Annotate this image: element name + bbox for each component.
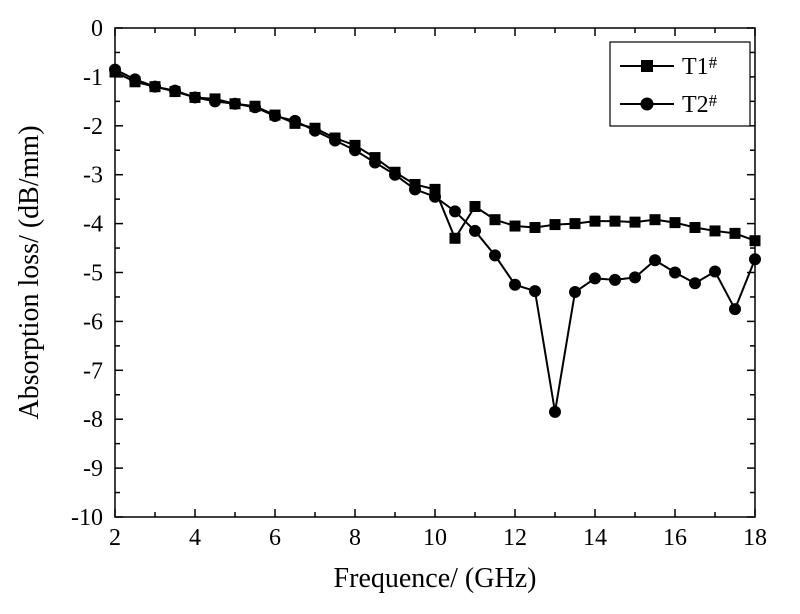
marker-circle: [689, 277, 701, 289]
marker-square: [750, 235, 761, 246]
marker-circle: [209, 95, 221, 107]
legend-box: [610, 42, 750, 126]
y-tick-label: -4: [83, 212, 103, 238]
x-tick-label: 14: [583, 525, 607, 551]
marker-square: [710, 225, 721, 236]
marker-circle: [569, 286, 581, 298]
legend-marker-square: [641, 60, 653, 72]
marker-circle: [269, 110, 281, 122]
marker-circle: [369, 156, 381, 168]
marker-circle: [529, 285, 541, 297]
y-tick-label: -7: [83, 358, 103, 384]
marker-circle: [309, 125, 321, 137]
marker-circle: [449, 205, 461, 217]
marker-circle: [329, 134, 341, 146]
marker-square: [490, 214, 501, 225]
marker-circle: [389, 169, 401, 181]
x-tick-label: 6: [269, 525, 281, 551]
marker-square: [650, 214, 661, 225]
marker-square: [730, 228, 741, 239]
marker-circle: [429, 191, 441, 203]
marker-circle: [109, 64, 121, 76]
x-tick-label: 18: [743, 525, 767, 551]
marker-square: [450, 233, 461, 244]
y-tick-label: -10: [71, 505, 103, 531]
y-tick-label: 0: [91, 16, 103, 42]
y-tick-label: -2: [83, 114, 103, 140]
marker-square: [670, 217, 681, 228]
marker-circle: [169, 85, 181, 97]
marker-square: [550, 219, 561, 230]
marker-circle: [229, 98, 241, 110]
marker-square: [510, 221, 521, 232]
marker-square: [610, 216, 621, 227]
marker-circle: [589, 272, 601, 284]
marker-circle: [729, 303, 741, 315]
x-tick-label: 8: [349, 525, 361, 551]
marker-square: [590, 216, 601, 227]
x-tick-label: 16: [663, 525, 687, 551]
marker-circle: [189, 91, 201, 103]
marker-circle: [609, 274, 621, 286]
marker-circle: [289, 115, 301, 127]
x-axis-title: Frequence/ (GHz): [334, 563, 537, 594]
y-tick-label: -6: [83, 309, 103, 335]
y-tick-label: -3: [83, 163, 103, 189]
marker-circle: [469, 225, 481, 237]
marker-circle: [629, 271, 641, 283]
y-tick-label: -8: [83, 407, 103, 433]
marker-square: [570, 218, 581, 229]
marker-square: [630, 217, 641, 228]
marker-circle: [489, 249, 501, 261]
marker-circle: [509, 279, 521, 291]
chart-container: 24681012141618-10-9-8-7-6-5-4-3-2-10Freq…: [0, 0, 800, 614]
y-tick-label: -5: [83, 261, 103, 287]
marker-square: [530, 222, 541, 233]
x-tick-label: 4: [189, 525, 201, 551]
marker-square: [690, 222, 701, 233]
y-tick-label: -9: [83, 456, 103, 482]
marker-circle: [749, 253, 761, 265]
x-tick-label: 2: [109, 525, 121, 551]
marker-circle: [129, 73, 141, 85]
marker-circle: [149, 81, 161, 93]
y-tick-label: -1: [83, 65, 103, 91]
marker-circle: [549, 406, 561, 418]
chart-svg: 24681012141618-10-9-8-7-6-5-4-3-2-10Freq…: [0, 0, 800, 614]
legend-marker-circle: [641, 98, 654, 111]
marker-circle: [409, 183, 421, 195]
marker-circle: [249, 101, 261, 113]
marker-circle: [669, 267, 681, 279]
y-axis-title: Absorption loss/ (dB/mm): [14, 125, 45, 419]
marker-circle: [649, 254, 661, 266]
x-tick-label: 12: [503, 525, 527, 551]
marker-square: [470, 201, 481, 212]
marker-circle: [349, 144, 361, 156]
marker-circle: [709, 266, 721, 278]
x-tick-label: 10: [423, 525, 447, 551]
